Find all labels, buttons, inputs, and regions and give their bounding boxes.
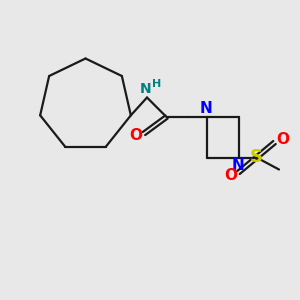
Text: O: O (276, 132, 289, 147)
Text: N: N (200, 101, 213, 116)
Text: O: O (224, 168, 237, 183)
Text: H: H (152, 79, 161, 89)
Text: S: S (250, 148, 263, 166)
Text: N: N (232, 158, 244, 173)
Text: N: N (140, 82, 151, 96)
Text: O: O (129, 128, 142, 143)
